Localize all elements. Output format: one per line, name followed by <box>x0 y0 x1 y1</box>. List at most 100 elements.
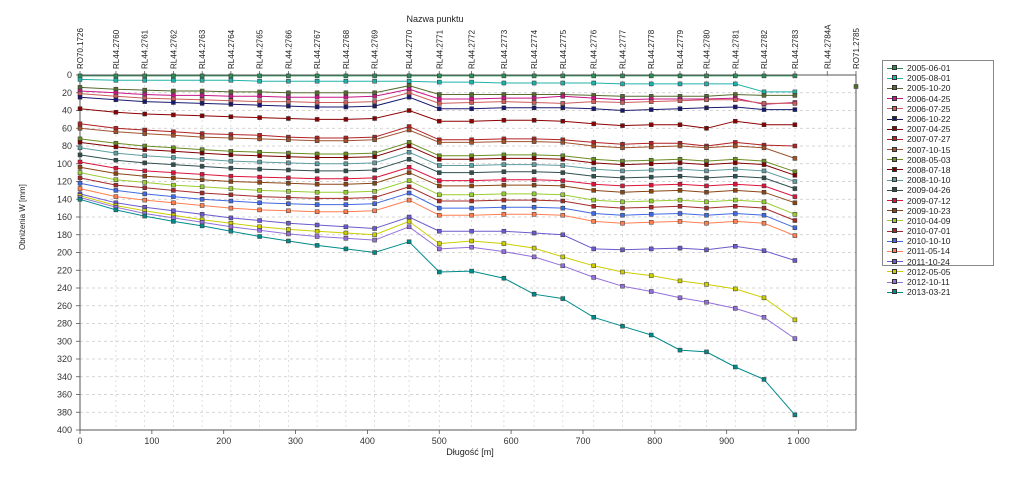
series-point <box>406 224 412 230</box>
series-point <box>677 197 683 203</box>
series-point <box>171 170 176 175</box>
point-name-label: RL44.2762 <box>169 29 178 69</box>
series-point <box>286 195 291 200</box>
point-name-label: RL44.2770 <box>405 29 414 69</box>
series-point <box>501 105 507 111</box>
series-point <box>171 175 176 181</box>
series-point <box>314 138 320 143</box>
series-point <box>761 183 767 189</box>
series-point <box>257 78 262 84</box>
series-point <box>199 190 205 196</box>
series-point <box>733 73 738 79</box>
series-point <box>560 73 566 79</box>
series-point <box>677 73 683 79</box>
series-point <box>228 78 234 83</box>
series-point <box>286 99 291 104</box>
series-point <box>343 209 349 214</box>
series-point <box>648 81 654 87</box>
series-point <box>677 143 683 149</box>
series-point <box>704 145 709 151</box>
series-point <box>531 197 537 203</box>
y-tick-label: 260 <box>57 301 72 311</box>
series-point <box>591 197 596 203</box>
series-point <box>677 295 683 301</box>
point-name-label: RL44.2771 <box>435 29 444 69</box>
series-point <box>437 198 442 204</box>
series-point <box>77 94 83 100</box>
legend-label: 2006-10-22 <box>907 114 951 125</box>
x-tick-label: 100 <box>144 436 159 446</box>
series-point <box>437 92 442 97</box>
series-point <box>77 181 83 186</box>
series-point <box>591 219 596 224</box>
series-point <box>257 102 262 108</box>
series-point <box>199 150 205 156</box>
series-point <box>142 168 147 174</box>
series-point <box>591 73 596 79</box>
series-point <box>733 104 738 110</box>
series-point <box>792 194 798 199</box>
series-point <box>437 183 442 189</box>
series-point <box>704 205 709 211</box>
x-tick-label: 1 000 <box>787 436 810 446</box>
series-point <box>113 144 119 150</box>
series-point <box>761 212 767 218</box>
series-point <box>792 179 798 184</box>
point-name-label: RL44.2764 <box>227 29 236 69</box>
series-point <box>531 169 537 174</box>
series-point <box>677 160 683 166</box>
series-point <box>620 175 625 181</box>
legend-item: 2005-06-01 <box>887 63 989 73</box>
series-point <box>761 295 767 301</box>
series-point <box>406 170 412 175</box>
series-point <box>591 181 596 187</box>
legend-item: 2010-10-10 <box>887 236 989 246</box>
series-point <box>792 412 798 418</box>
legend-item: 2011-10-24 <box>887 257 989 267</box>
series-point <box>677 219 683 224</box>
series-point <box>591 315 596 320</box>
point-name-label: RL44.2783 <box>791 29 800 69</box>
series-point <box>286 160 291 166</box>
series-point <box>437 205 442 211</box>
series-point <box>761 107 767 112</box>
series-point <box>142 197 147 203</box>
series-point <box>372 78 377 84</box>
series-point <box>501 99 507 104</box>
series-point <box>406 90 412 96</box>
series-point <box>469 79 474 85</box>
series-point <box>531 212 537 217</box>
series-point <box>113 157 119 163</box>
series-point <box>228 192 234 198</box>
point-name-label: RO70.1726 <box>76 28 85 69</box>
series-point <box>469 244 474 250</box>
series-point <box>171 162 176 167</box>
legend-label: 2008-07-18 <box>907 164 951 175</box>
point-name-label: RL44.2775 <box>559 29 568 69</box>
series-point <box>704 282 709 287</box>
series-point <box>286 137 291 143</box>
legend-label: 2010-10-10 <box>907 236 951 247</box>
series-point <box>761 189 767 195</box>
series-point <box>648 99 654 104</box>
series-point <box>228 173 234 179</box>
chart-legend: 2005-06-01 2005-08-01 2005-10-20 2006-04-25… <box>882 60 994 297</box>
series-point <box>199 177 205 182</box>
series-point <box>257 228 262 233</box>
series-point <box>591 246 596 252</box>
series-point <box>648 220 654 225</box>
series-point <box>792 317 798 323</box>
series-point <box>113 110 119 115</box>
series-point <box>620 269 625 275</box>
series-point <box>257 89 262 95</box>
series-point <box>704 97 709 103</box>
series-point <box>228 152 234 158</box>
series-point <box>228 135 234 141</box>
series-point <box>314 222 320 228</box>
y-tick-label: 60 <box>62 123 72 133</box>
legend-swatch <box>887 85 903 91</box>
series-point <box>591 173 596 179</box>
series-point <box>792 225 798 230</box>
series-point <box>733 173 738 179</box>
series-point <box>501 241 507 246</box>
